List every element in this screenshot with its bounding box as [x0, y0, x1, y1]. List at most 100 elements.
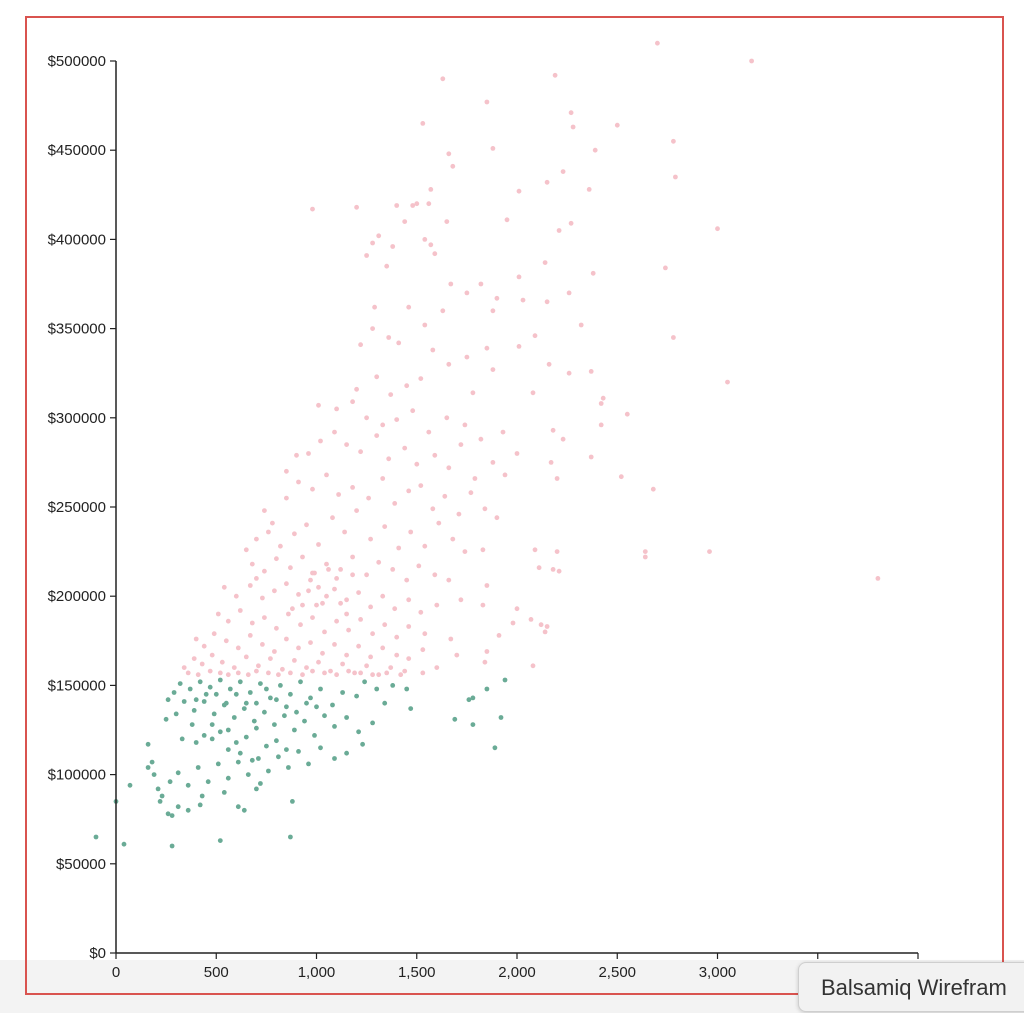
data-point — [328, 668, 333, 674]
data-point — [276, 754, 281, 760]
data-point — [566, 290, 572, 296]
data-point — [201, 699, 207, 704]
data-point — [673, 174, 678, 180]
data-point — [181, 665, 187, 670]
data-point — [358, 617, 363, 622]
data-point — [266, 768, 271, 774]
data-point — [207, 668, 213, 674]
data-point — [223, 700, 229, 706]
data-point — [404, 383, 410, 389]
data-point — [542, 629, 548, 635]
data-point — [502, 472, 508, 478]
data-point — [127, 782, 133, 788]
data-point — [372, 304, 377, 310]
data-point — [466, 697, 472, 703]
data-point — [227, 686, 233, 692]
data-point — [193, 697, 199, 703]
data-point — [316, 659, 321, 665]
data-point — [382, 700, 388, 706]
data-point — [588, 454, 594, 460]
data-point — [624, 411, 630, 417]
data-point — [530, 663, 536, 669]
data-point — [396, 340, 402, 346]
data-point — [422, 237, 428, 242]
data-point — [280, 666, 285, 672]
data-point — [284, 704, 289, 710]
data-point — [247, 633, 253, 638]
data-point — [298, 622, 303, 628]
data-point — [416, 563, 422, 569]
data-point — [225, 775, 231, 781]
data-point — [560, 169, 566, 175]
data-point — [380, 645, 386, 651]
data-point — [538, 622, 544, 628]
data-point — [286, 611, 291, 617]
data-point — [364, 572, 369, 578]
data-point — [368, 604, 373, 610]
data-point — [302, 718, 307, 724]
data-point — [330, 702, 335, 708]
data-point — [286, 765, 291, 770]
data-point — [456, 511, 462, 517]
data-point — [254, 668, 259, 674]
data-point — [376, 559, 382, 565]
data-point — [430, 506, 436, 512]
data-point — [430, 347, 436, 353]
data-point — [177, 681, 183, 686]
data-point — [209, 652, 215, 658]
data-point — [472, 476, 478, 481]
data-point — [614, 122, 620, 128]
data-point — [262, 615, 267, 620]
data-point — [332, 724, 337, 729]
data-point — [322, 629, 327, 635]
data-point — [254, 536, 259, 542]
data-point — [215, 611, 221, 617]
data-point — [432, 452, 438, 458]
data-point — [390, 567, 396, 572]
data-point — [516, 188, 522, 194]
data-point — [380, 476, 386, 481]
data-point — [671, 138, 676, 144]
data-point — [358, 670, 363, 676]
data-point — [450, 536, 456, 542]
data-point — [875, 576, 881, 581]
data-point — [264, 743, 269, 749]
data-point — [314, 704, 319, 710]
data-point — [258, 781, 263, 786]
data-point — [243, 734, 249, 740]
data-point — [356, 590, 361, 595]
data-point — [394, 203, 400, 208]
data-point — [284, 581, 289, 587]
data-point — [292, 727, 297, 733]
data-point — [376, 233, 382, 239]
data-point — [254, 700, 259, 706]
y-tick-label: $150000 — [48, 677, 106, 694]
data-point — [354, 693, 359, 699]
data-point — [304, 665, 309, 670]
data-point — [219, 659, 225, 665]
data-point — [464, 354, 470, 360]
y-tick-label: $300000 — [48, 410, 106, 427]
data-point — [300, 672, 305, 678]
data-point — [715, 226, 720, 232]
data-point — [655, 40, 660, 46]
data-point — [254, 725, 259, 731]
data-point — [396, 545, 402, 551]
data-point — [498, 715, 504, 720]
data-point — [165, 811, 171, 817]
data-point — [398, 672, 404, 678]
data-point — [344, 750, 349, 756]
data-point — [570, 124, 576, 130]
data-point — [450, 163, 456, 169]
data-point — [418, 376, 424, 381]
data-point — [422, 631, 428, 637]
data-point — [296, 645, 301, 651]
data-point — [241, 807, 247, 813]
data-point — [550, 567, 556, 572]
data-point — [414, 461, 420, 467]
data-point — [217, 677, 223, 683]
data-point — [306, 451, 311, 456]
data-point — [243, 700, 249, 706]
data-point — [342, 529, 347, 535]
data-point — [366, 495, 371, 501]
